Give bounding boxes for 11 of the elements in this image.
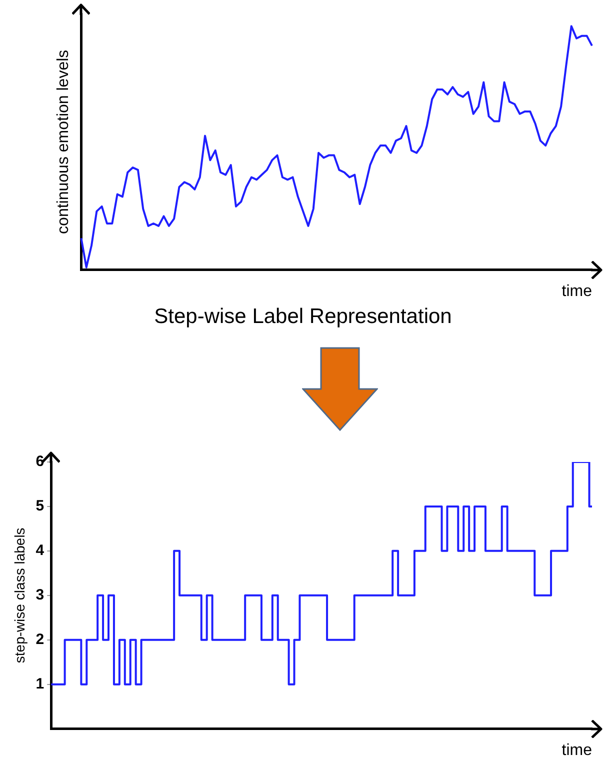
y-tick-label: 1 [36, 675, 44, 692]
y-axis-title: step-wise class labels [11, 528, 28, 664]
y-tick-label: 2 [36, 631, 44, 648]
y-axis-title: continuous emotion levels [55, 50, 72, 234]
y-tick-label: 4 [36, 542, 45, 560]
y-tick-label: 3 [36, 586, 44, 604]
y-tick-label: 6 [36, 453, 44, 470]
y-tick-label: 5 [36, 498, 44, 515]
chart-title: Step-wise Label Representation [153, 305, 453, 330]
x-axis-title: time [562, 742, 592, 759]
x-axis-title: time [562, 282, 592, 300]
